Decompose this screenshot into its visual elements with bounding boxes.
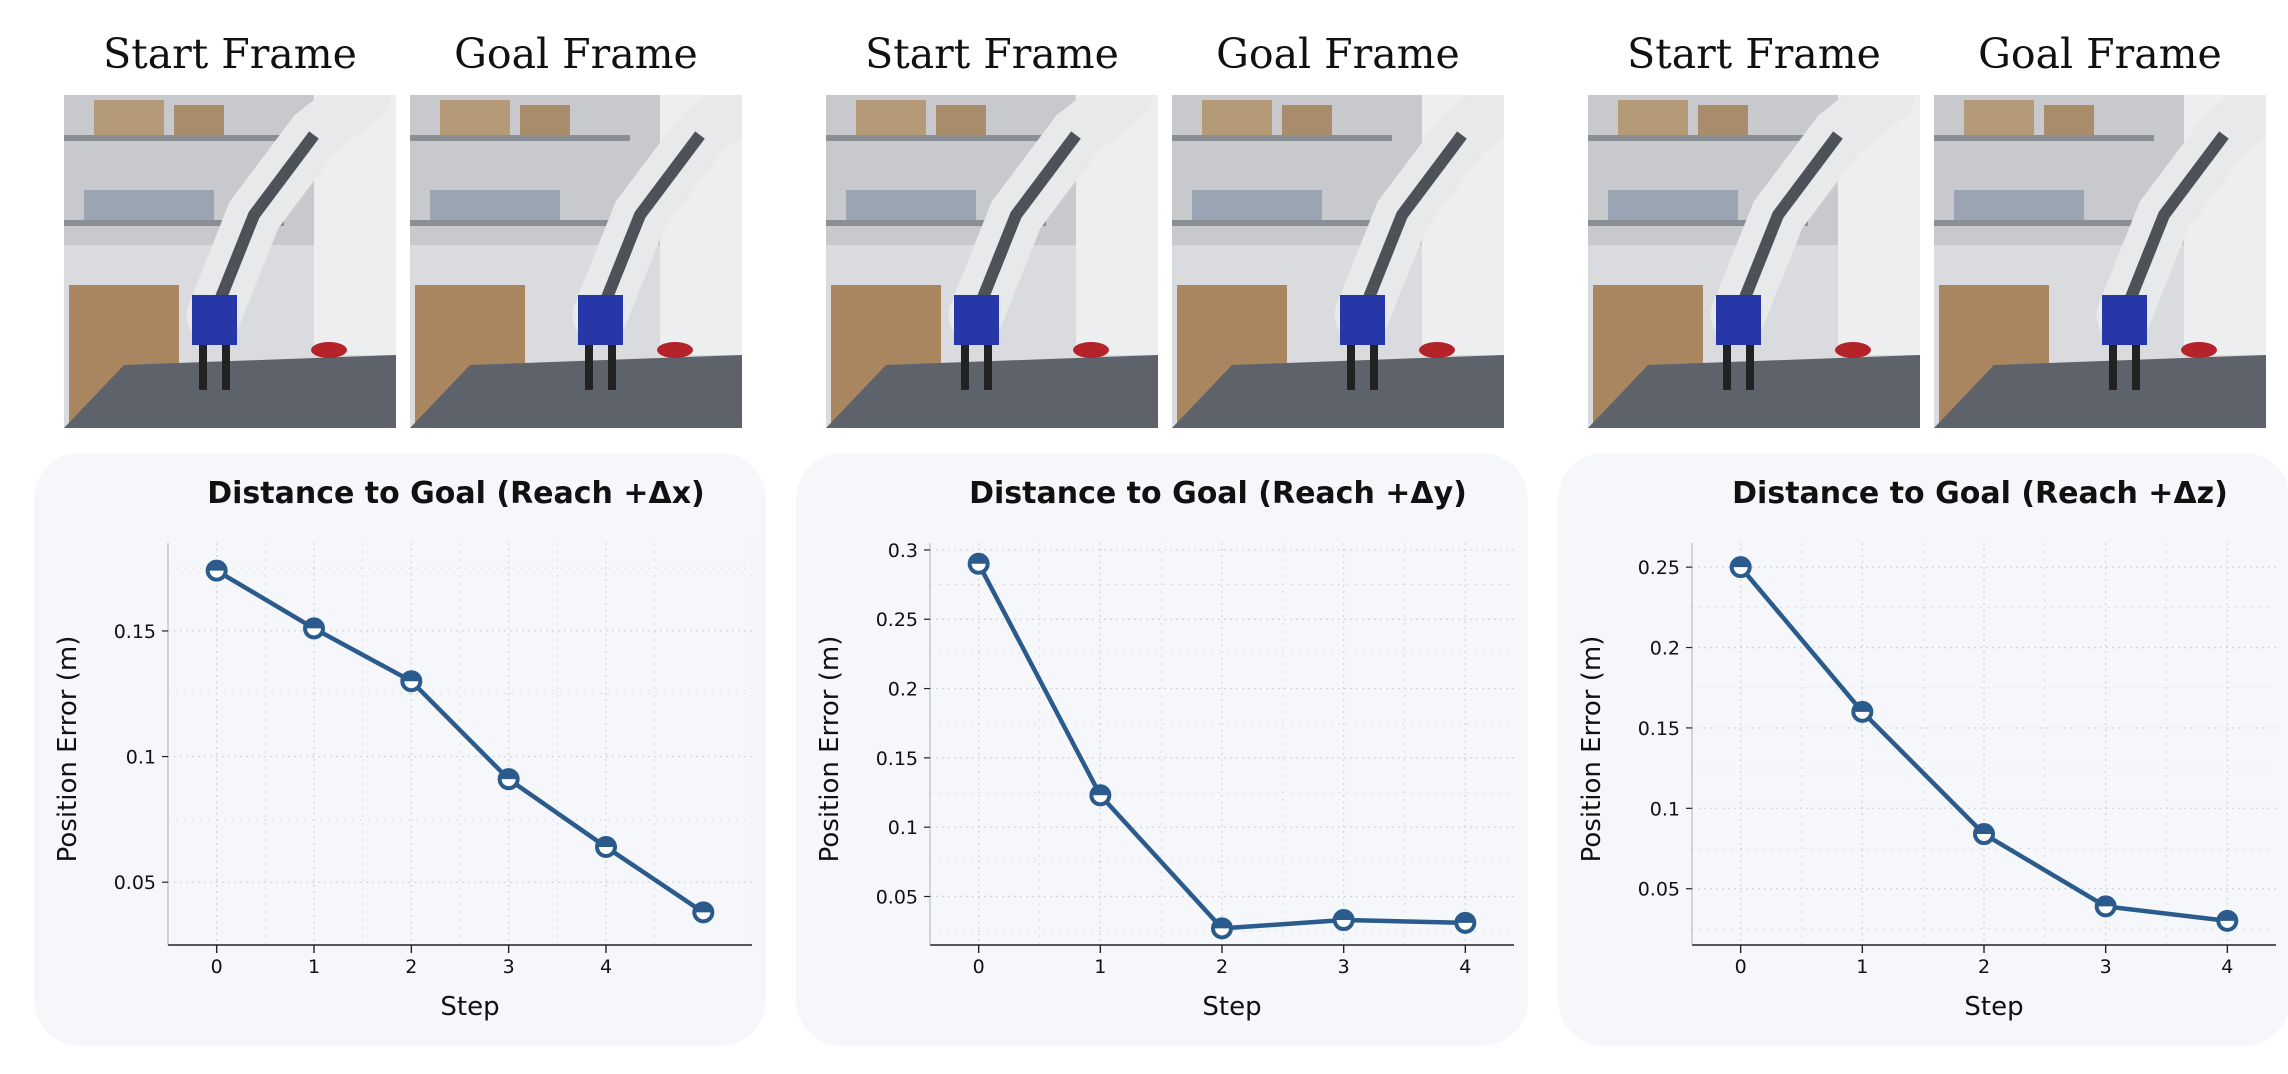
- reach-z-group: Start Frame Goal Frame Distance to Goal …: [1558, 0, 2288, 1074]
- x-tick-label: 4: [1459, 956, 1471, 978]
- x-tick-label: 0: [211, 956, 223, 978]
- goal-frame-title: Goal Frame: [454, 30, 698, 78]
- x-tick-label: 3: [1338, 956, 1350, 978]
- y-tick-label: 0.1: [1650, 798, 1680, 820]
- chart-panel: Distance to Goal (Reach +Δx) 0 1 2 3 4 0.05 0.1…: [34, 453, 766, 1046]
- y-tick-label: 0.1: [888, 817, 918, 839]
- goal-frame-image: [1172, 95, 1504, 428]
- y-axis-label: Position Error (m): [815, 636, 845, 863]
- y-axis-label: Position Error (m): [1577, 636, 1607, 863]
- x-tick-label: 3: [503, 956, 515, 978]
- y-axis-label: Position Error (m): [53, 636, 83, 863]
- y-tick-label: 0.15: [1638, 718, 1680, 740]
- reach-y-group: Start Frame Goal Frame Distance to Goal …: [796, 0, 1530, 1074]
- y-tick-label: 0.15: [876, 748, 918, 770]
- y-tick-label: 0.25: [1638, 557, 1680, 579]
- x-axis-label: Step: [440, 992, 499, 1022]
- data-point: [205, 559, 228, 582]
- start-frame-title: Start Frame: [865, 30, 1119, 78]
- chart-title: Distance to Goal (Reach +Δz): [1732, 476, 2228, 511]
- line-chart: Distance to Goal (Reach +Δy) 0 1 2 3 4 0.05 0.1…: [815, 476, 1514, 1022]
- data-point: [1851, 700, 1874, 723]
- data-point: [1973, 823, 1995, 846]
- data-point: [1089, 784, 1112, 807]
- x-tick-label: 0: [973, 956, 985, 978]
- x-tick-label: 1: [308, 956, 320, 978]
- goal-frame-title: Goal Frame: [1216, 30, 1460, 78]
- y-tick-label: 0.2: [888, 679, 918, 701]
- line-chart: Distance to Goal (Reach +Δz) 0 1 2 3 4 0.05 0.1…: [1577, 476, 2276, 1022]
- start-frame-image: [64, 95, 396, 428]
- start-frame-image: [1588, 95, 1920, 428]
- data-point: [1332, 909, 1355, 932]
- y-tick-label: 0.05: [114, 872, 156, 894]
- y-tick-label: 0.05: [876, 886, 918, 908]
- y-tick-label: 0.15: [114, 621, 156, 643]
- x-tick-label: 0: [1735, 956, 1747, 978]
- reach-x-group: Start Frame Goal Frame Distance to Goal …: [34, 0, 768, 1074]
- start-frame-image: [826, 95, 1158, 428]
- goal-frame-image: [1934, 95, 2266, 428]
- chart-panel: Distance to Goal (Reach +Δy) 0 1 2 3 4 0.05 0.1…: [796, 453, 1528, 1046]
- x-tick-label: 2: [405, 956, 417, 978]
- data-point: [1211, 917, 1233, 940]
- y-tick-label: 0.3: [888, 540, 918, 562]
- start-frame-title: Start Frame: [103, 30, 357, 78]
- x-axis-label: Step: [1202, 992, 1261, 1022]
- x-tick-label: 3: [2100, 956, 2112, 978]
- data-point: [497, 768, 520, 791]
- x-tick-label: 2: [1216, 956, 1228, 978]
- x-tick-label: 2: [1978, 956, 1990, 978]
- data-point: [595, 836, 617, 859]
- series-line: [215, 568, 705, 915]
- data-point: [692, 901, 715, 924]
- x-tick-label: 1: [1094, 956, 1106, 978]
- line-chart: Distance to Goal (Reach +Δx) 0 1 2 3 4 0.05 0.1…: [53, 476, 753, 1022]
- y-tick-label: 0.05: [1638, 879, 1680, 901]
- chart-title: Distance to Goal (Reach +Δy): [969, 476, 1467, 511]
- data-point: [303, 617, 325, 640]
- data-point: [2094, 895, 2117, 918]
- goal-frame-title: Goal Frame: [1978, 30, 2222, 78]
- x-axis-label: Step: [1964, 992, 2023, 1022]
- data-point: [400, 670, 423, 693]
- chart-panel: Distance to Goal (Reach +Δz) 0 1 2 3 4 0.05 0.1…: [1558, 453, 2288, 1046]
- chart-title: Distance to Goal (Reach +Δx): [207, 476, 705, 511]
- data-point: [967, 552, 990, 575]
- data-point: [1729, 556, 1752, 579]
- data-point: [1454, 911, 1477, 934]
- y-tick-label: 0.25: [876, 609, 918, 631]
- y-tick-label: 0.1: [126, 747, 156, 769]
- x-tick-label: 1: [1856, 956, 1868, 978]
- x-tick-label: 4: [2221, 956, 2233, 978]
- x-tick-label: 4: [600, 956, 612, 978]
- data-point: [2216, 909, 2239, 932]
- goal-frame-image: [410, 95, 742, 428]
- start-frame-title: Start Frame: [1627, 30, 1881, 78]
- y-tick-label: 0.2: [1650, 638, 1680, 660]
